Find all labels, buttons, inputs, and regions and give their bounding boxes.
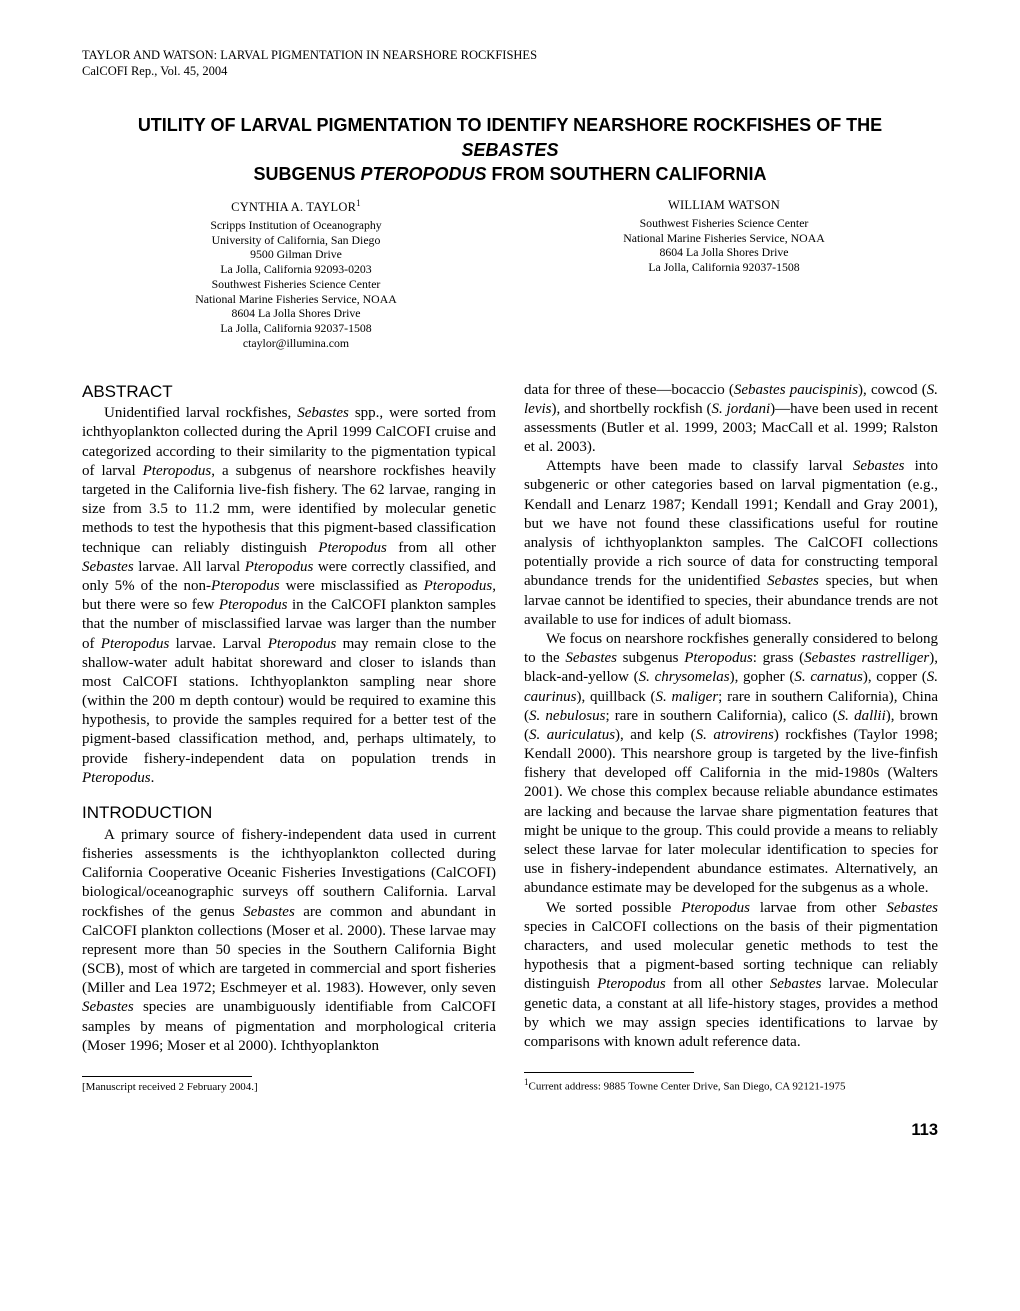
author-right-affil-4: La Jolla, California 92037-1508 <box>530 260 918 275</box>
body-paragraph-1: data for three of these—bocaccio (Sebast… <box>524 381 938 458</box>
author-right-affil-3: 8604 La Jolla Shores Drive <box>530 245 918 260</box>
two-column-body: ABSTRACT Unidentified larval rockfishes,… <box>82 381 938 1095</box>
author-left-affil-4: La Jolla, California 92093-0203 <box>102 262 490 277</box>
footnote-separator-right <box>524 1072 694 1073</box>
paper-title: UTILITY OF LARVAL PIGMENTATION TO IDENTI… <box>92 113 928 186</box>
author-left-email: ctaylor@illumina.com <box>102 336 490 351</box>
page-number: 113 <box>82 1121 938 1140</box>
abstract-heading: ABSTRACT <box>82 381 496 403</box>
footnote-right: 1Current address: 9885 Towne Center Driv… <box>524 1077 938 1094</box>
body-paragraph-4: We sorted possible Pteropodus larvae fro… <box>524 899 938 1053</box>
author-left-block: CYNTHIA A. TAYLOR1 Scripps Institution o… <box>102 198 490 350</box>
abstract-paragraph: Unidentified larval rockfishes, Sebastes… <box>82 404 496 788</box>
right-column: data for three of these—bocaccio (Sebast… <box>524 381 938 1095</box>
author-right-name: WILLIAM WATSON <box>530 198 918 214</box>
author-right-affil-2: National Marine Fisheries Service, NOAA <box>530 231 918 246</box>
authors-row: CYNTHIA A. TAYLOR1 Scripps Institution o… <box>102 198 918 350</box>
running-head: TAYLOR AND WATSON: LARVAL PIGMENTATION I… <box>82 48 938 79</box>
author-left-affil-8: La Jolla, California 92037-1508 <box>102 321 490 336</box>
author-left-affil-7: 8604 La Jolla Shores Drive <box>102 306 490 321</box>
author-left-affil-6: National Marine Fisheries Service, NOAA <box>102 292 490 307</box>
author-right-block: WILLIAM WATSON Southwest Fisheries Scien… <box>530 198 918 350</box>
footnote-left: [Manuscript received 2 February 2004.] <box>82 1081 496 1095</box>
author-left-name: CYNTHIA A. TAYLOR1 <box>102 198 490 216</box>
left-column: ABSTRACT Unidentified larval rockfishes,… <box>82 381 496 1095</box>
footnote-separator-left <box>82 1076 252 1077</box>
running-head-line2: CalCOFI Rep., Vol. 45, 2004 <box>82 64 938 80</box>
introduction-heading: INTRODUCTION <box>82 802 496 824</box>
running-head-line1: TAYLOR AND WATSON: LARVAL PIGMENTATION I… <box>82 48 938 64</box>
author-left-affil-1: Scripps Institution of Oceanography <box>102 218 490 233</box>
author-left-affil-5: Southwest Fisheries Science Center <box>102 277 490 292</box>
body-paragraph-3: We focus on nearshore rockfishes general… <box>524 630 938 899</box>
author-right-affil-1: Southwest Fisheries Science Center <box>530 216 918 231</box>
author-left-affil-3: 9500 Gilman Drive <box>102 247 490 262</box>
author-left-affil-2: University of California, San Diego <box>102 233 490 248</box>
body-paragraph-2: Attempts have been made to classify larv… <box>524 457 938 630</box>
intro-paragraph-1: A primary source of fishery-independent … <box>82 826 496 1056</box>
page-root: TAYLOR AND WATSON: LARVAL PIGMENTATION I… <box>0 0 1020 1188</box>
